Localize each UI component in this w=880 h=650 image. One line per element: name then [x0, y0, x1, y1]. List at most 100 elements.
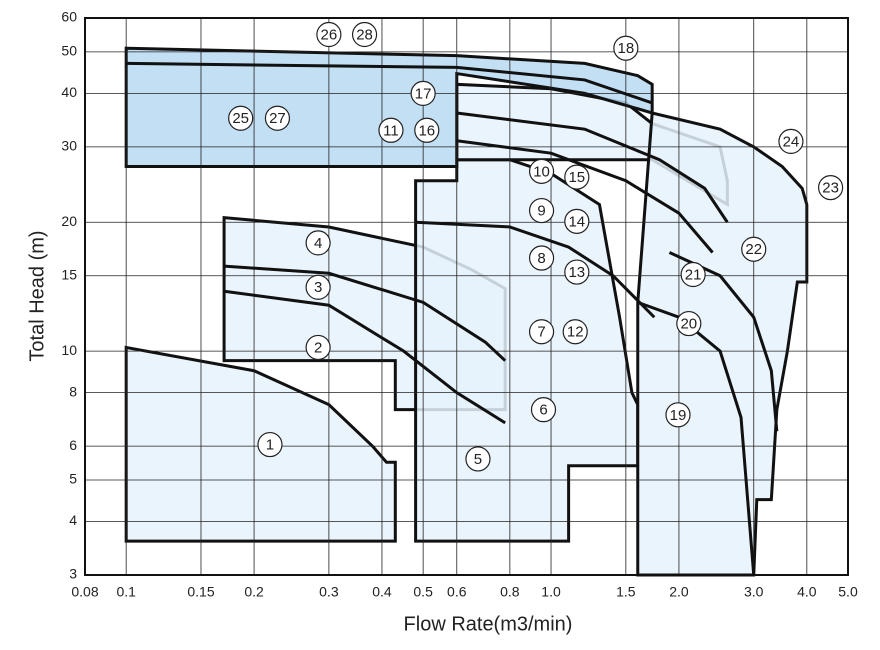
region-label: 13	[564, 259, 590, 285]
label-circle	[741, 236, 767, 262]
region-label: 9	[528, 197, 555, 224]
label-text: 18	[618, 40, 635, 57]
curve	[223, 289, 506, 425]
label-circle	[305, 334, 331, 361]
y-tick-label: 40	[61, 84, 77, 100]
label-text: 19	[670, 407, 687, 424]
label-circle	[564, 259, 590, 285]
region-label: 20	[676, 310, 702, 337]
label-circle	[778, 128, 804, 154]
label-text: 17	[415, 85, 432, 102]
x-tick-label: 0.6	[447, 584, 467, 600]
region-label: 18	[613, 35, 639, 61]
region-label: 12	[562, 319, 588, 345]
label-text: 23	[822, 180, 839, 197]
x-tick-label: 5.0	[838, 584, 858, 600]
region-label: 5	[465, 446, 491, 472]
label-circle	[680, 261, 706, 288]
curve	[456, 111, 729, 224]
y-tick-label: 60	[61, 9, 77, 25]
region-label: 19	[665, 402, 691, 428]
label-text: 28	[356, 26, 373, 43]
x-tick-label: 0.8	[500, 584, 520, 600]
region-label: 23	[817, 174, 844, 201]
x-tick-label: 1.0	[541, 584, 561, 600]
y-tick-label: 6	[69, 437, 77, 453]
label-circle	[613, 35, 639, 61]
label-text: 24	[783, 133, 800, 150]
y-tick-label: 5	[69, 471, 77, 487]
label-circle	[530, 397, 557, 423]
label-circle	[665, 402, 691, 428]
label-text: 8	[537, 250, 545, 267]
x-tick-label: 3.0	[744, 584, 764, 600]
label-circle	[564, 208, 590, 234]
region-label: 1	[257, 431, 283, 458]
label-text: 16	[418, 122, 435, 139]
regions-group	[124, 46, 809, 577]
curve	[456, 139, 714, 254]
label-circle	[676, 310, 702, 337]
label-circle	[305, 274, 331, 300]
x-tick-label: 0.15	[187, 584, 214, 600]
y-axis-label: Total Head (m)	[26, 230, 48, 361]
region-label: 15	[564, 164, 590, 190]
region-label: 10	[528, 158, 555, 184]
label-text: 20	[680, 316, 697, 333]
y-tick-label: 50	[61, 43, 77, 59]
y-tick-label: 30	[61, 138, 77, 154]
y-tick-label: 4	[69, 512, 77, 528]
label-text: 14	[568, 213, 585, 230]
label-text: 27	[269, 110, 286, 127]
y-tick-label: 10	[61, 342, 77, 358]
label-circle	[264, 105, 291, 131]
label-circle	[817, 174, 844, 201]
label-text: 10	[533, 163, 550, 180]
label-text: 15	[568, 169, 585, 186]
region-label: 3	[305, 274, 331, 300]
x-axis-label: Flow Rate(m3/min)	[404, 613, 573, 635]
region-label: 21	[680, 261, 706, 288]
region-label: 28	[351, 21, 378, 48]
label-circle	[528, 158, 555, 184]
region	[636, 111, 809, 577]
label-circle	[305, 230, 331, 256]
region-label: 26	[316, 21, 342, 48]
region	[414, 158, 640, 543]
region-label: 24	[778, 128, 804, 154]
region-label: 22	[741, 236, 767, 262]
label-circle	[564, 164, 590, 190]
region-label: 14	[564, 208, 590, 234]
label-text: 25	[232, 110, 249, 127]
label-text: 9	[537, 203, 545, 220]
y-tick-label: 15	[61, 266, 77, 282]
label-circle	[528, 245, 555, 271]
label-circle	[228, 105, 254, 131]
label-text: 4	[314, 235, 322, 252]
label-text: 21	[685, 266, 702, 283]
x-tick-label: 0.4	[372, 584, 392, 600]
x-tick-label: 0.3	[319, 584, 339, 600]
y-tick-label: 3	[69, 566, 77, 582]
label-text: 7	[537, 324, 545, 341]
curve	[126, 61, 653, 105]
region-label: 16	[414, 117, 440, 143]
label-text: 5	[474, 451, 482, 468]
region-label: 7	[528, 319, 555, 345]
x-tick-label: 0.1	[116, 584, 136, 600]
label-text: 6	[539, 402, 547, 419]
region-label: 27	[264, 105, 291, 131]
label-circle	[351, 21, 378, 48]
x-tick-label: 2.0	[669, 584, 689, 600]
x-tick-label: 0.08	[71, 584, 98, 600]
label-text: 26	[321, 26, 338, 43]
label-circle	[528, 197, 555, 224]
region-label: 25	[228, 105, 254, 131]
region-label: 4	[305, 230, 331, 256]
label-text: 1	[266, 437, 274, 454]
plot-frame	[84, 17, 849, 576]
label-circle	[257, 431, 283, 458]
curve	[415, 220, 656, 319]
label-text: 3	[314, 279, 322, 296]
